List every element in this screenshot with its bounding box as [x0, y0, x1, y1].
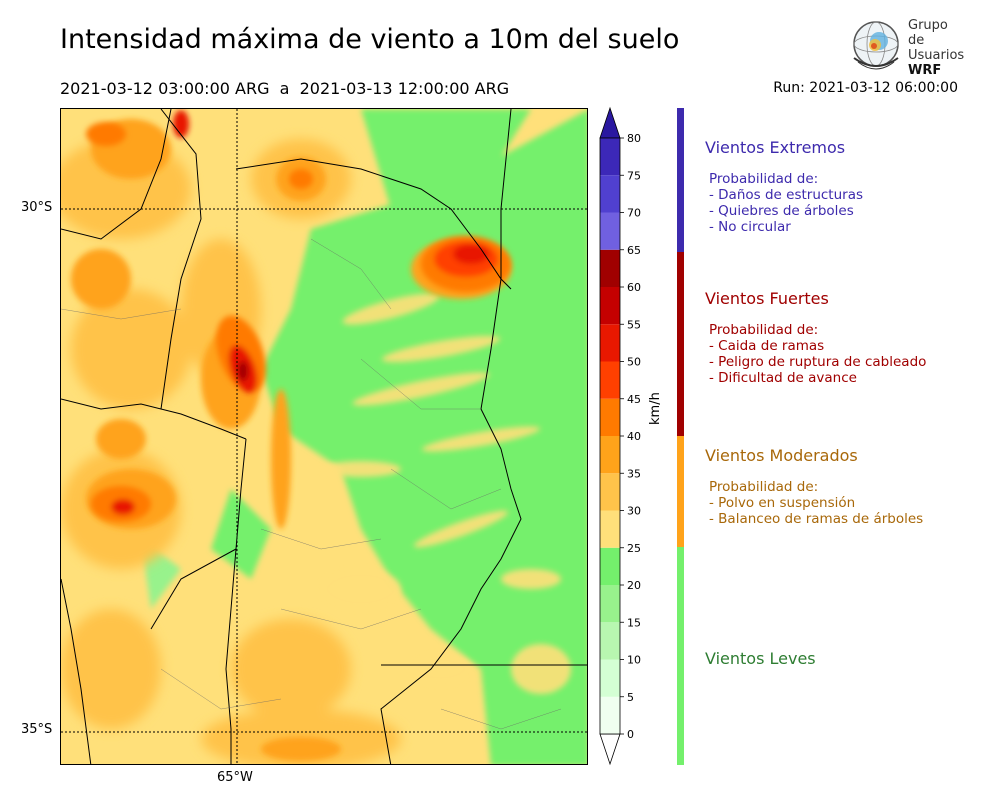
legend-extremos-line: Probabilidad de:: [709, 171, 819, 187]
lat-label-35s: 35°S: [21, 722, 53, 737]
colorbar-segment: [600, 585, 620, 623]
legend-extremos-line: - Daños de estructuras: [709, 187, 864, 203]
colorbar-segment: [600, 212, 620, 250]
colorbar-segment: [600, 622, 620, 660]
colorbar-tick-label: 30: [627, 505, 641, 518]
legend-extremos-desc: Probabilidad de: - Daños de estructuras …: [709, 171, 863, 235]
category-bar-moderados: [677, 436, 684, 547]
map-title: Intensidad máxima de viento a 10m del su…: [60, 24, 680, 55]
colorbar-segment: [600, 361, 620, 399]
colorbar-tick-label: 70: [627, 207, 641, 220]
globe-logo-icon: [853, 21, 899, 70]
legend-fuertes-title: Vientos Fuertes: [705, 289, 829, 308]
graticule: [61, 109, 587, 764]
legend-fuertes-line: - Caida de ramas: [709, 338, 825, 354]
strong-wind-cores: [86, 110, 511, 522]
category-bar: [677, 108, 684, 765]
colorbar-segment: [600, 175, 620, 213]
legend-extremos-title: Vientos Extremos: [705, 138, 846, 157]
colorbar-unit-label: km/h: [648, 392, 663, 425]
colorbar-segment: [600, 659, 620, 697]
legend-fuertes-line: - Dificultad de avance: [709, 370, 857, 386]
colorbar-tick-label: 40: [627, 430, 641, 443]
category-bar-extremos: [677, 108, 684, 252]
colorbar-segment: [600, 324, 620, 362]
legend-moderados-line: - Polvo en suspensión: [709, 495, 856, 511]
colorbar-tick-label: 20: [627, 579, 641, 592]
legend-fuertes-desc: Probabilidad de: - Caida de ramas - Peli…: [709, 322, 926, 386]
legend-extremos: Vientos Extremos Probabilidad de: - Daño…: [705, 138, 863, 235]
colorbar-tick-label: 10: [627, 654, 641, 667]
colorbar-tick-label: 50: [627, 356, 641, 369]
wind-category-legend: Vientos Extremos Probabilidad de: - Daño…: [705, 0, 995, 800]
legend-moderados-desc: Probabilidad de: - Polvo en suspensión -…: [709, 479, 923, 527]
colorbar-tick-label: 0: [627, 728, 634, 741]
colorbar-under-arrow: [599, 733, 621, 766]
legend-extremos-line: - Quiebres de árboles: [709, 203, 854, 219]
colorbar-segment: [600, 138, 620, 176]
colorbar-tick-label: 15: [627, 616, 641, 629]
colorbar-tick-label: 45: [627, 393, 641, 406]
colorbar-over-arrow: [599, 106, 621, 139]
legend-moderados-line: - Balanceo de ramas de árboles: [709, 511, 924, 527]
logo-text-line2: Usuarios: [908, 48, 965, 63]
wind-map: [60, 108, 588, 765]
legend-moderados-line: Probabilidad de:: [709, 479, 819, 495]
colorbar-segment: [600, 510, 620, 548]
valid-period: 2021-03-12 03:00:00 ARG a 2021-03-13 12:…: [60, 79, 510, 98]
category-bar-leves: [677, 547, 684, 765]
legend-extremos-line: - No circular: [709, 219, 791, 235]
colorbar-segment: [600, 473, 620, 511]
colorbar-tick-label: 65: [627, 244, 641, 257]
legend-fuertes: Vientos Fuertes Probabilidad de: - Caida…: [705, 289, 926, 386]
colorbar-svg: 0 5 10 15 20 25 30 35 40 45 50 55 60 65 70 75 80: [599, 106, 641, 766]
legend-moderados: Vientos Moderados Probabilidad de: - Pol…: [705, 446, 923, 527]
colorbar-tick-label: 80: [627, 132, 641, 145]
legend-leves: Vientos Leves: [705, 649, 816, 668]
legend-leves-title: Vientos Leves: [705, 649, 816, 668]
colorbar: 0 5 10 15 20 25 30 35 40 45 50 55 60 65 70 75 80: [596, 104, 656, 772]
wind-field-svg: [61, 109, 587, 764]
colorbar-segment: [600, 436, 620, 474]
province-borders: [61, 109, 587, 764]
colorbar-tick-label: 55: [627, 318, 641, 331]
colorbar-tick-label: 35: [627, 467, 641, 480]
legend-fuertes-line: - Peligro de ruptura de cableado: [709, 354, 927, 370]
colorbar-segment: [600, 398, 620, 436]
lat-label-30s: 30°S: [21, 200, 53, 215]
colorbar-segment: [600, 249, 620, 287]
colorbar-tick-label: 5: [627, 691, 634, 704]
moderate-streaks: [321, 293, 571, 694]
logo-text-line1: Grupo de: [908, 18, 948, 48]
lon-label-65w: 65°W: [217, 770, 253, 785]
wrf-users-logo: Grupo de Usuarios WRF: [848, 16, 968, 78]
legend-fuertes-line: Probabilidad de:: [709, 322, 819, 338]
department-borders: [61, 238, 562, 730]
category-bar-fuertes: [677, 252, 684, 436]
colorbar-tick-label: 60: [627, 281, 641, 294]
colorbar-segment: [600, 547, 620, 585]
colorbar-tick-label: 25: [627, 542, 641, 555]
run-timestamp: Run: 2021-03-12 06:00:00: [773, 80, 958, 96]
legend-moderados-title: Vientos Moderados: [705, 446, 858, 465]
colorbar-tick-label: 75: [627, 169, 641, 182]
colorbar-segment: [600, 696, 620, 734]
logo-text-line3: WRF: [908, 63, 942, 78]
colorbar-segment: [600, 287, 620, 325]
